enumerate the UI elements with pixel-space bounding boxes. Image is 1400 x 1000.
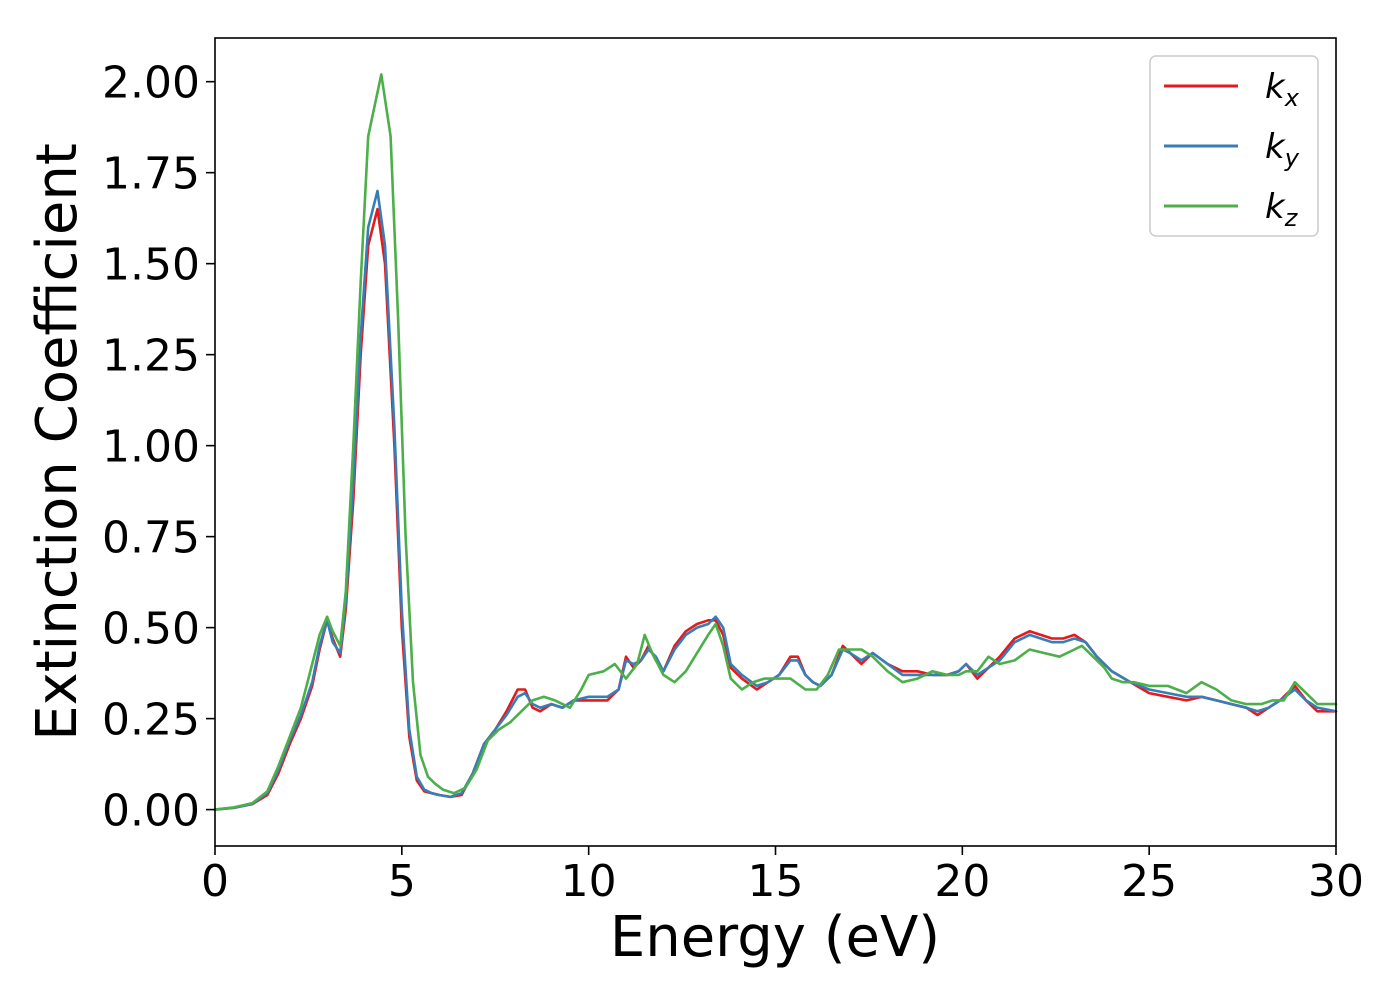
legend-label-subscript: z bbox=[1284, 204, 1299, 232]
x-tick-label: 20 bbox=[934, 856, 990, 907]
x-tick-label: 10 bbox=[561, 856, 617, 907]
legend-label-subscript: x bbox=[1284, 84, 1300, 112]
legend-label-base: k bbox=[1265, 127, 1286, 167]
y-tick-label: 0.00 bbox=[102, 786, 200, 837]
y-tick-label: 0.75 bbox=[102, 513, 200, 564]
x-tick-label: 30 bbox=[1308, 856, 1364, 907]
x-tick-label: 25 bbox=[1121, 856, 1177, 907]
y-tick-label: 2.00 bbox=[102, 58, 200, 109]
y-tick-label: 0.50 bbox=[102, 604, 200, 655]
x-axis-title: Energy (eV) bbox=[610, 905, 940, 970]
legend-label-subscript: y bbox=[1284, 144, 1300, 172]
x-tick-label: 15 bbox=[748, 856, 804, 907]
series-line-ky bbox=[213, 189, 1338, 811]
legend-label-base: k bbox=[1265, 187, 1286, 227]
x-axis: 0 5 10 15 20 25 30 bbox=[201, 846, 1364, 907]
legend-label-ky: ky bbox=[1265, 127, 1300, 172]
y-axis-title: Extinction Coefficient bbox=[25, 143, 90, 741]
legend-label-kx: kx bbox=[1265, 67, 1300, 112]
y-axis: 0.00 0.25 0.50 0.75 1.00 1.25 1.50 1.75 2.00 bbox=[102, 58, 215, 837]
x-tick-label: 0 bbox=[201, 856, 229, 907]
x-tick-label: 5 bbox=[388, 856, 416, 907]
series-layer bbox=[213, 73, 1338, 811]
y-tick-label: 1.75 bbox=[102, 149, 200, 200]
series-line-kz bbox=[213, 73, 1338, 811]
legend-label-kz: kz bbox=[1265, 187, 1299, 232]
y-tick-label: 0.25 bbox=[102, 695, 200, 746]
y-tick-label: 1.50 bbox=[102, 240, 200, 291]
y-tick-label: 1.00 bbox=[102, 422, 200, 473]
y-tick-label: 1.25 bbox=[102, 331, 200, 382]
legend-label-base: k bbox=[1265, 67, 1286, 107]
